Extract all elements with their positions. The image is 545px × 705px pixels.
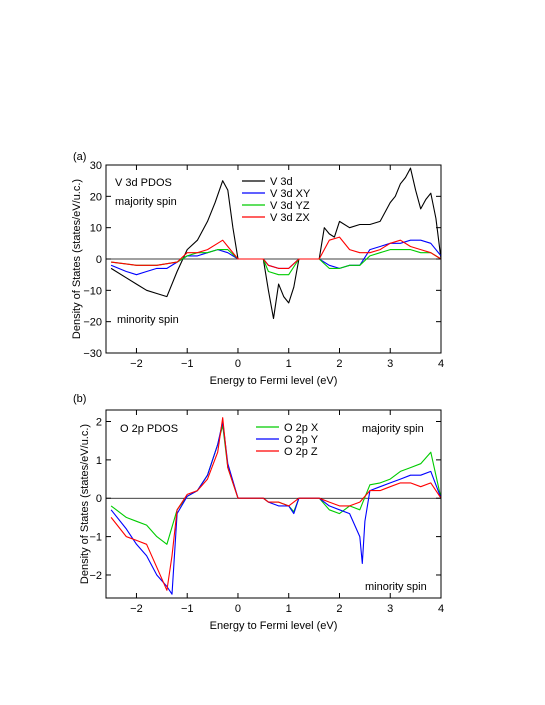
- panel-a-annot-minority: minority spin: [117, 314, 179, 326]
- y-tick-label: −2: [89, 570, 102, 582]
- x-tick-label: 3: [387, 603, 393, 615]
- panel-a-legend: V 3d V 3d XY V 3d YZ V 3d ZX: [242, 176, 311, 224]
- panel-a-title: V 3d PDOS: [115, 177, 172, 189]
- panel-b-annot-majority: majority spin: [362, 423, 424, 435]
- y-tick-label: 20: [90, 191, 102, 203]
- panel-a-tag: (a): [73, 151, 86, 163]
- y-axis-label: Density of States (states/eV/u.c.): [79, 424, 91, 584]
- y-tick-label: 1: [96, 455, 102, 467]
- panel-a-annot-majority: majority spin: [115, 196, 177, 208]
- y-tick-label: 2: [96, 417, 102, 429]
- plot-frame: [105, 409, 442, 599]
- y-tick-label: −20: [83, 317, 102, 329]
- legend-label-v3d-zx: V 3d ZX: [270, 212, 310, 224]
- x-tick-label: −1: [181, 358, 194, 370]
- series-line-o-2p-z: [110, 417, 442, 591]
- x-tick-label: 2: [336, 358, 342, 370]
- y-tick-label: −30: [83, 348, 102, 360]
- panel-b-annot-minority: minority spin: [365, 581, 427, 593]
- x-tick-label: 4: [438, 603, 444, 615]
- legend-label-o2p-x: O 2p X: [284, 422, 319, 434]
- panel-b-legend: O 2p X O 2p Y O 2p Z: [256, 422, 319, 458]
- legend-label-o2p-z: O 2p Z: [284, 446, 318, 458]
- series-line-v-3d-xy: [110, 239, 442, 276]
- panel-b-tag: (b): [73, 393, 86, 405]
- series-line-v-3d-zx: [111, 236, 442, 269]
- x-tick-label: 3: [387, 358, 393, 370]
- series-line-v-3d: [110, 167, 442, 320]
- legend-label-v3d-xy: V 3d XY: [270, 188, 311, 200]
- y-tick-label: 0: [96, 493, 102, 505]
- panel-b-o2p-pdos: (b) −2 −1 0 1 2 3 4 −2 −1 0 1 2 Energy to Fermi leve…: [73, 393, 444, 632]
- x-tick-label: 0: [235, 358, 241, 370]
- x-tick-label: −2: [130, 358, 143, 370]
- x-tick-label: 1: [286, 358, 292, 370]
- y-tick-label: 0: [96, 254, 102, 266]
- series-line-o-2p-x: [110, 424, 442, 545]
- x-tick-label: 0: [235, 603, 241, 615]
- x-tick-label: 4: [438, 358, 444, 370]
- y-tick-label: −10: [83, 285, 102, 297]
- legend-label-v3d: V 3d: [270, 176, 293, 188]
- x-tick-label: −2: [130, 603, 143, 615]
- y-tick-label: −1: [89, 532, 102, 544]
- legend-label-v3d-yz: V 3d YZ: [270, 200, 310, 212]
- x-tick-label: 2: [336, 603, 342, 615]
- x-axis-label: Energy to Fermi level (eV): [210, 375, 338, 387]
- y-tick-label: 10: [90, 223, 102, 235]
- panel-b-plot-area: −2 −1 0 1 2 3 4 −2 −1 0 1 2 Energy to Fermi level (e…: [79, 409, 444, 632]
- x-axis-label: Energy to Fermi level (eV): [210, 620, 338, 632]
- legend-label-o2p-y: O 2p Y: [284, 434, 319, 446]
- series-line-o-2p-y: [110, 420, 442, 595]
- panel-b-title: O 2p PDOS: [120, 423, 178, 435]
- y-axis-label: Density of States (states/eV/u.c.): [71, 179, 83, 339]
- y-tick-label: 30: [90, 160, 102, 172]
- series-line-v-3d-yz: [111, 249, 442, 276]
- x-tick-label: −1: [181, 603, 194, 615]
- x-tick-label: 1: [286, 603, 292, 615]
